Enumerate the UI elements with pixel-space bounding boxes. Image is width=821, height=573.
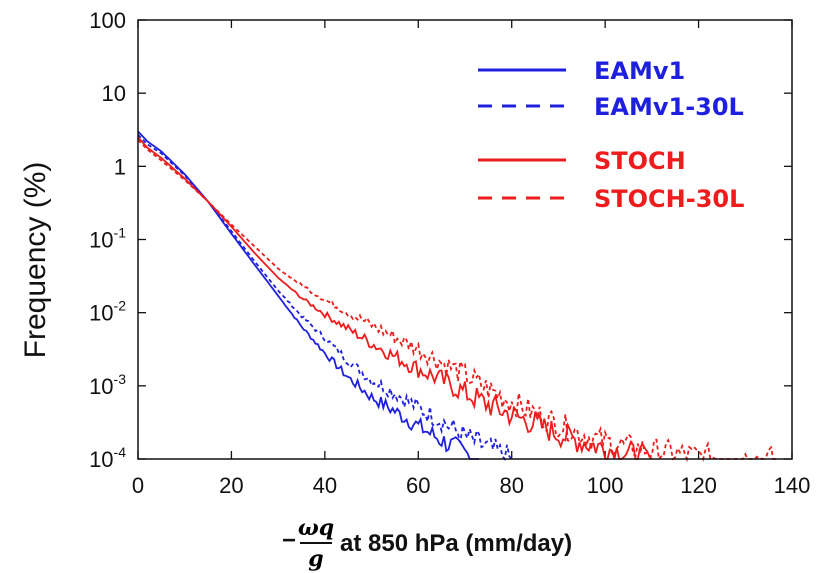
plot-frame [137,19,793,460]
y-tick-label: 10-1 [89,225,126,253]
x-axis-label-denominator: g [308,546,323,572]
x-tick-label: 100 [587,473,624,498]
x-tick-label: 40 [313,473,337,498]
legend-label: EAMv1 [594,57,685,85]
series-line-eamv1 [137,130,479,460]
x-tick-label: 120 [680,473,717,498]
x-axis-label-suffix: at 850 hPa (mm/day) [340,530,572,557]
y-tick-labels: 100 10 1 10-1 10-2 10-3 10-4 [89,8,126,472]
legend: EAMv1 EAMv1-30L STOCH STOCH-30L [478,57,744,213]
legend-label: STOCH [594,147,686,175]
x-axis-label-numerator: ωq [298,515,334,541]
x-tick-label: 20 [219,473,243,498]
y-tick-label: 1 [114,154,126,179]
series-line-stoch [137,136,653,460]
y-tick-label: 100 [89,8,126,33]
x-axis-label-prefix: − [282,527,296,554]
y-tick-label: 10-2 [89,298,126,326]
x-tick-label: 0 [132,473,144,498]
series-line-eamv1-30l [137,134,513,462]
series-lines [137,130,778,463]
y-tick-label: 10-4 [89,444,126,472]
x-tick-labels: 0 20 40 60 80 100 120 140 [132,473,810,498]
y-axis-label: Frequency (%) [19,162,52,359]
y-tick-label: 10 [102,81,126,106]
legend-label: STOCH-30L [594,185,744,213]
x-axis-label: − ωq g at 850 hPa (mm/day) [282,515,572,572]
x-tick-label: 80 [499,473,523,498]
y-tick-label: 10-3 [89,371,126,399]
legend-label: EAMv1-30L [594,93,744,121]
x-tick-label: 140 [774,473,811,498]
x-tick-label: 60 [406,473,430,498]
